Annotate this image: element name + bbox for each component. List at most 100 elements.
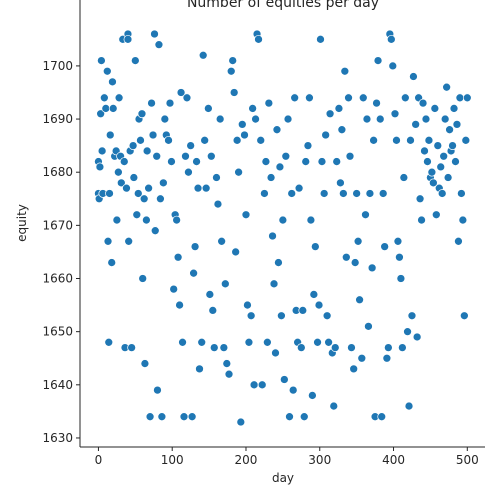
- point: [372, 98, 381, 108]
- point: [232, 135, 242, 145]
- point: [409, 72, 418, 81]
- point: [268, 231, 277, 241]
- point: [264, 98, 274, 108]
- point: [97, 146, 107, 156]
- y-tick-label: 1700: [42, 59, 73, 73]
- x-tick-label: 300: [308, 453, 331, 467]
- point: [99, 93, 109, 103]
- point: [175, 300, 184, 310]
- point: [205, 290, 215, 299]
- point: [241, 210, 251, 220]
- point: [305, 93, 314, 103]
- point: [160, 114, 170, 124]
- point: [461, 135, 471, 145]
- x-tick-label: 0: [95, 453, 103, 467]
- point: [137, 109, 147, 119]
- point: [257, 380, 267, 390]
- point: [145, 412, 155, 422]
- point: [105, 130, 115, 140]
- point: [377, 412, 387, 422]
- point: [375, 114, 385, 124]
- point: [403, 327, 412, 337]
- point: [189, 268, 198, 278]
- point: [271, 348, 280, 358]
- point: [133, 189, 143, 198]
- point: [108, 77, 117, 87]
- point: [436, 162, 446, 172]
- point: [314, 300, 324, 310]
- point: [388, 61, 398, 71]
- point: [308, 391, 317, 400]
- point: [272, 125, 282, 135]
- point: [437, 189, 447, 198]
- point: [130, 56, 140, 65]
- point: [150, 226, 160, 236]
- x-tick-label: 100: [161, 453, 184, 467]
- point: [339, 189, 348, 198]
- point: [274, 258, 283, 267]
- point: [154, 40, 164, 49]
- y-tick-label: 1650: [42, 325, 73, 339]
- point: [248, 104, 257, 113]
- point: [169, 284, 179, 294]
- point: [352, 189, 361, 198]
- point: [124, 236, 134, 246]
- point: [443, 173, 453, 182]
- point: [309, 290, 319, 299]
- point: [112, 215, 122, 225]
- point: [187, 412, 197, 422]
- point: [395, 252, 404, 262]
- point: [197, 337, 207, 347]
- point: [341, 252, 351, 262]
- point: [310, 242, 320, 251]
- point: [164, 135, 173, 145]
- point: [384, 343, 393, 352]
- point: [132, 210, 142, 220]
- point: [204, 104, 213, 113]
- point: [334, 104, 344, 113]
- point: [457, 189, 466, 198]
- point: [411, 120, 421, 129]
- point: [406, 135, 415, 145]
- point: [269, 279, 279, 289]
- point: [358, 93, 368, 103]
- point: [236, 417, 246, 427]
- point: [430, 104, 440, 113]
- point: [281, 151, 291, 161]
- point: [423, 157, 432, 166]
- point: [369, 135, 378, 145]
- point: [373, 56, 383, 65]
- point: [449, 104, 459, 113]
- point: [136, 135, 145, 145]
- point: [138, 274, 148, 283]
- point: [165, 98, 175, 108]
- point: [104, 337, 114, 347]
- point: [287, 189, 297, 198]
- point: [96, 109, 106, 119]
- point: [103, 236, 113, 246]
- point: [382, 353, 392, 363]
- point: [150, 29, 159, 39]
- point: [108, 104, 118, 113]
- y-axis-label: equity: [15, 204, 29, 242]
- point: [313, 337, 322, 347]
- point: [451, 157, 460, 166]
- point: [249, 380, 259, 390]
- point: [224, 369, 234, 379]
- x-tick-label: 400: [382, 453, 405, 467]
- point: [229, 88, 239, 97]
- point: [266, 173, 276, 182]
- point: [337, 125, 347, 135]
- point: [153, 385, 162, 395]
- point: [344, 93, 353, 103]
- point: [243, 300, 252, 310]
- point: [260, 189, 269, 198]
- point: [329, 401, 339, 411]
- point: [404, 401, 414, 411]
- point: [353, 236, 363, 246]
- point: [122, 183, 131, 193]
- point: [294, 183, 304, 193]
- point: [429, 178, 438, 188]
- y-tick-label: 1640: [42, 378, 73, 392]
- point: [105, 189, 114, 198]
